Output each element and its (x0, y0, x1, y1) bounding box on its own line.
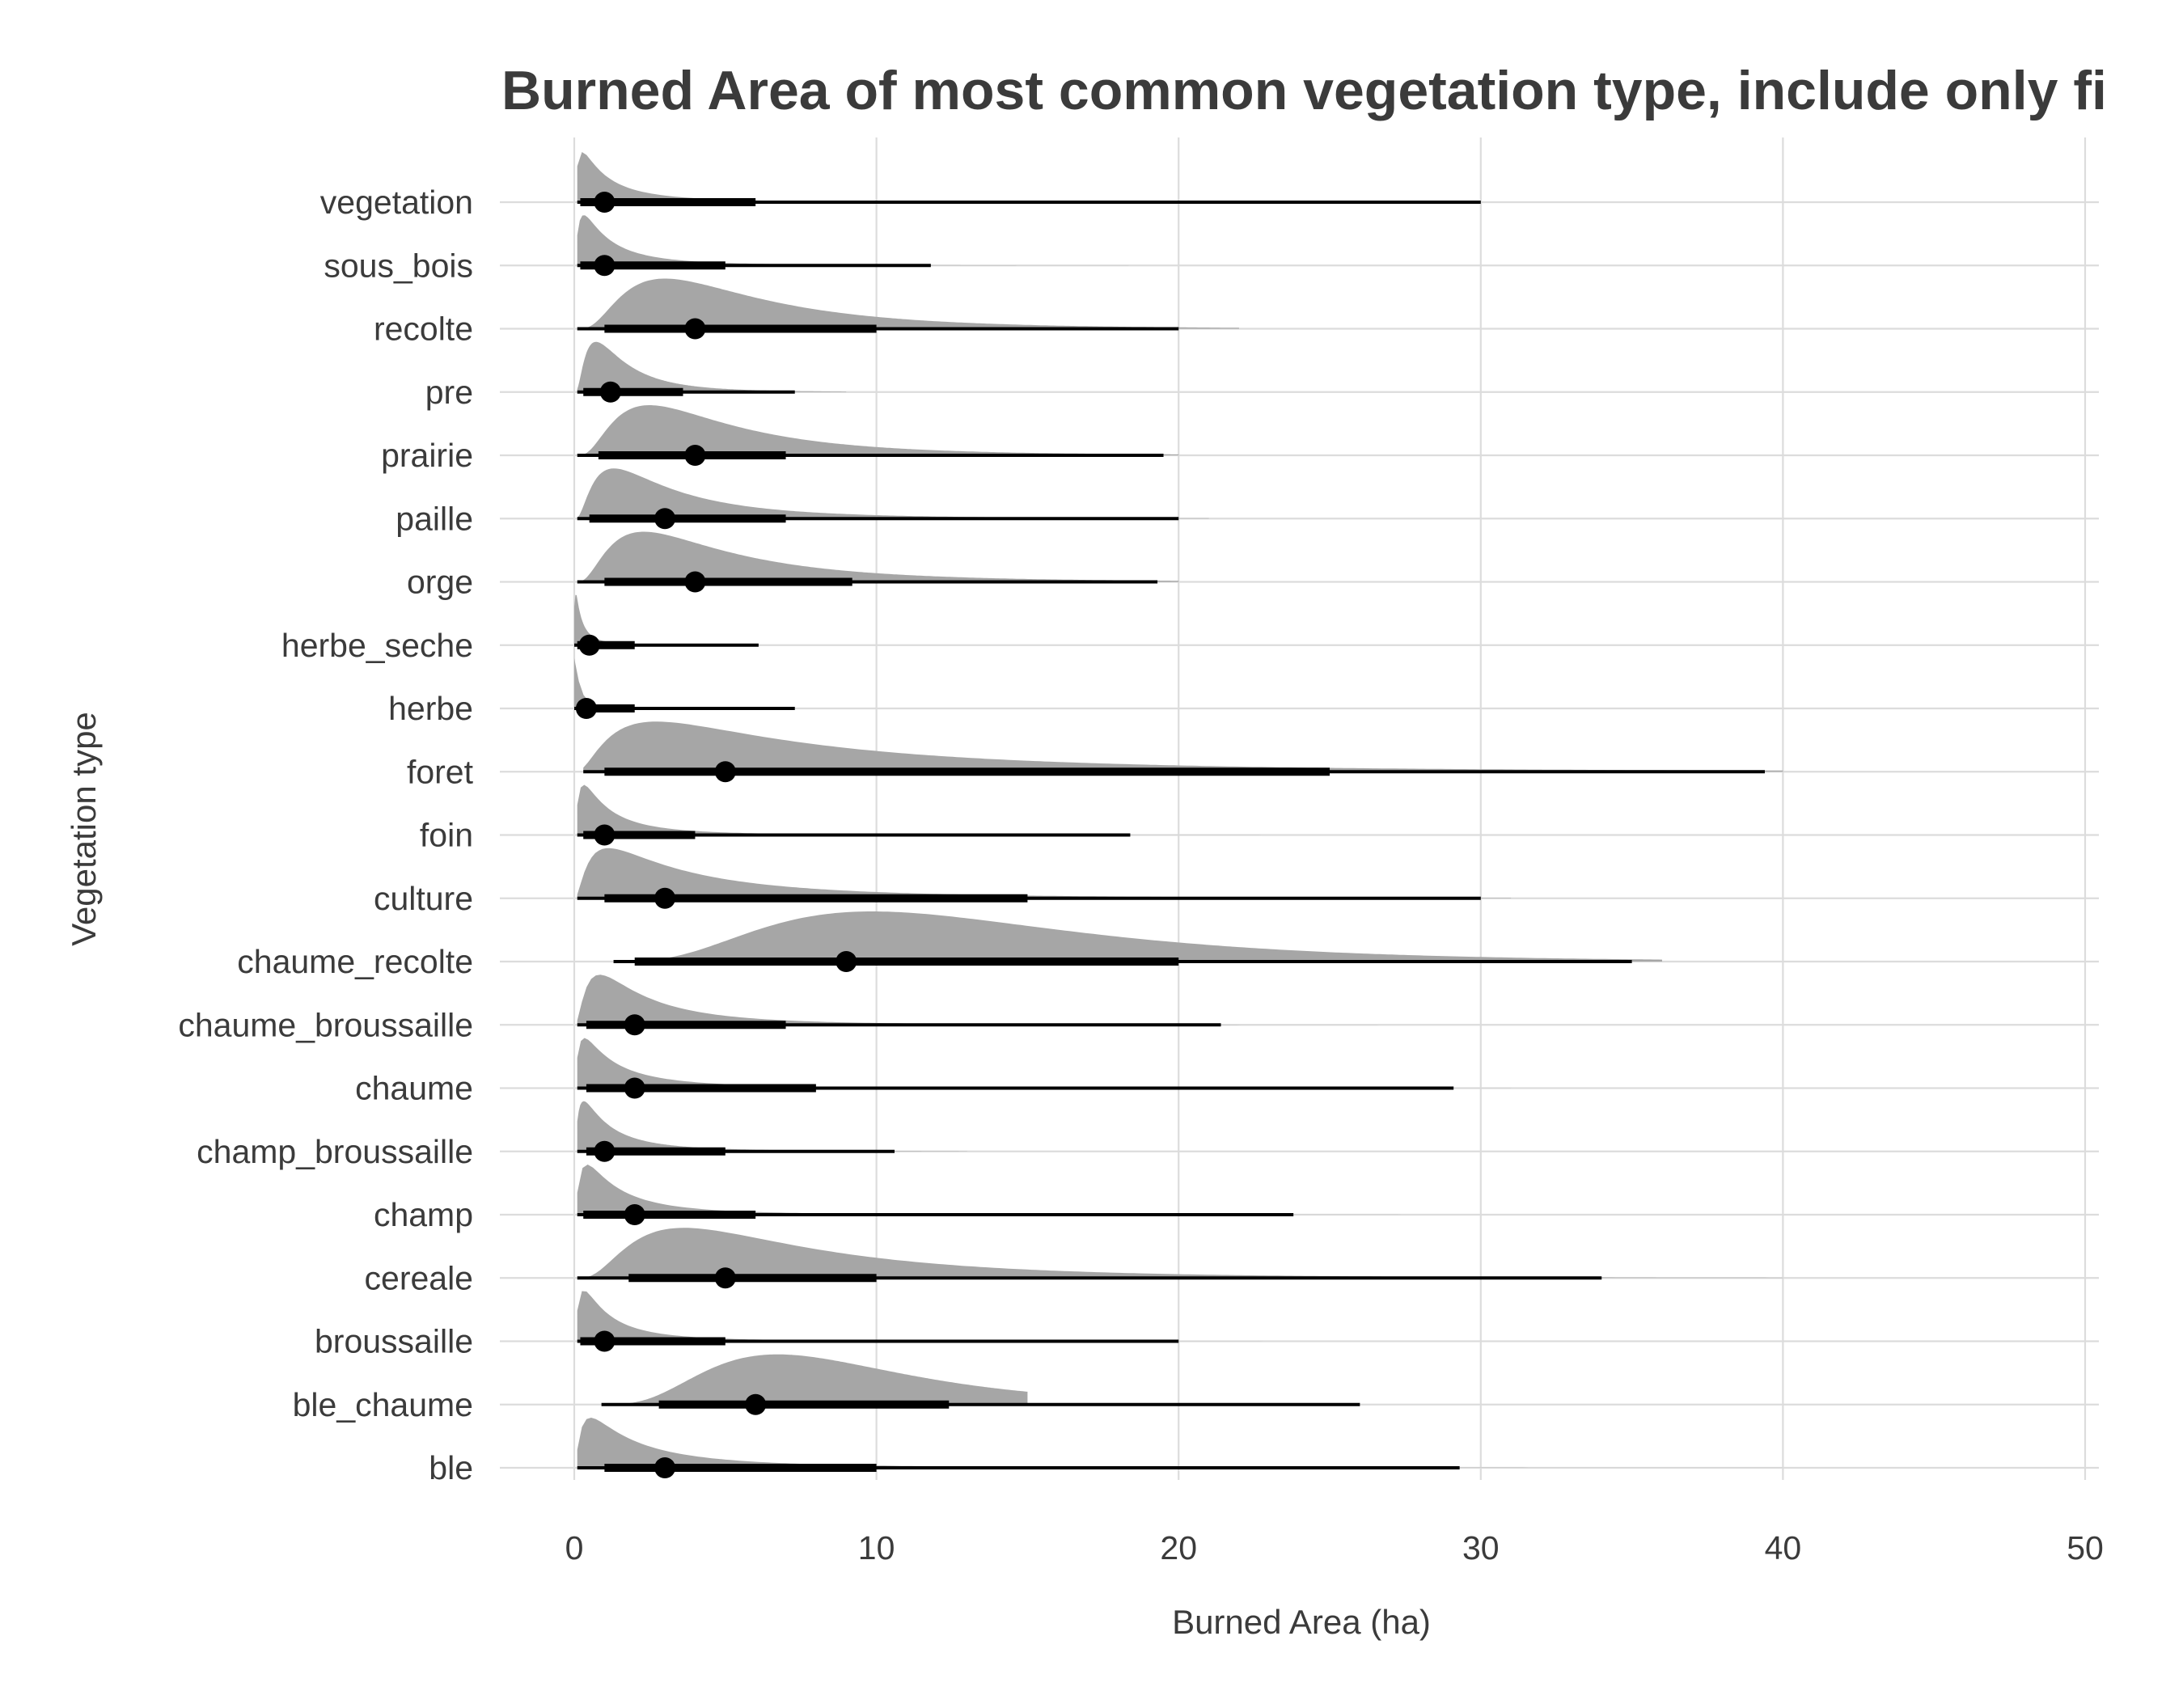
y-axis-label: Vegetation type (65, 712, 103, 946)
density-slab-chaume_broussaille (577, 974, 1783, 1025)
x-tick-label: 0 (565, 1529, 584, 1566)
point-estimate-foret (714, 761, 736, 783)
density-slab-culture (577, 848, 1512, 898)
x-axis-label: Burned Area (ha) (1172, 1603, 1431, 1641)
point-estimate-culture (654, 887, 676, 909)
y-tick-label: herbe (388, 690, 473, 727)
point-estimate-cereale (714, 1267, 736, 1289)
y-tick-labels: ble ble_chaume broussaille cereale champ cham… (178, 184, 473, 1486)
point-estimate-vegetation (594, 192, 616, 213)
point-estimate-foin (594, 824, 616, 846)
point-estimate-chaume_broussaille (624, 1014, 645, 1036)
x-tick-label: 20 (1160, 1529, 1197, 1566)
density-slab-foret (583, 721, 1783, 772)
point-estimate-broussaille (594, 1330, 616, 1352)
y-tick-label: foret (407, 753, 474, 790)
y-tick-label: chaume_recolte (237, 943, 473, 980)
point-estimate-orge (684, 571, 706, 593)
chart-title: Burned Area of most common vegetation ty… (501, 60, 2107, 121)
y-tick-label: culture (374, 880, 473, 917)
x-tick-label: 30 (1462, 1529, 1500, 1566)
y-tick-label: ble_chaume (293, 1386, 473, 1423)
y-tick-label: foin (420, 817, 473, 854)
density-slab-champ (577, 1165, 1935, 1215)
y-tick-label: ble (429, 1449, 473, 1486)
point-estimate-sous_bois (594, 255, 616, 277)
y-tick-label: vegetation (320, 184, 473, 221)
point-estimate-chaume (624, 1077, 645, 1099)
y-tick-label: broussaille (315, 1323, 473, 1360)
density-slab-sous_bois (577, 215, 1239, 266)
density-slab-foin (577, 784, 1481, 835)
point-estimate-paille (654, 508, 676, 530)
x-tick-label: 40 (1765, 1529, 1802, 1566)
y-tick-label: chaume_broussaille (178, 1006, 473, 1043)
y-tick-label: paille (396, 500, 473, 537)
y-tick-label: champ_broussaille (197, 1133, 473, 1170)
y-tick-label: sous_bois (324, 247, 473, 284)
y-tick-label: herbe_seche (281, 627, 473, 664)
y-tick-label: cereale (365, 1259, 473, 1296)
point-estimate-herbe (575, 698, 597, 719)
y-tick-label: champ (374, 1196, 473, 1233)
density-slab-ble_chaume (601, 1354, 1028, 1405)
density-slab-champ_broussaille (577, 1101, 967, 1152)
density-slab-ble (577, 1418, 1783, 1468)
density-slab-recolte (577, 278, 1239, 329)
x-tick-labels: 0 10 20 30 40 50 (565, 1529, 2104, 1566)
density-slab-herbe_seche (574, 594, 877, 645)
y-tick-label: orge (407, 564, 473, 601)
y-tick-label: prairie (381, 437, 473, 474)
point-estimate-ble (654, 1457, 676, 1478)
density-slab-broussaille (577, 1291, 1783, 1342)
point-estimate-pre (599, 381, 621, 403)
point-estimate-ble_chaume (745, 1393, 767, 1415)
y-tick-label: pre (425, 374, 473, 411)
y-tick-label: recolte (374, 311, 473, 348)
point-estimate-champ_broussaille (594, 1140, 616, 1162)
x-tick-label: 10 (858, 1529, 895, 1566)
interval-layer (574, 192, 1765, 1478)
point-estimate-prairie (684, 445, 706, 466)
density-slab-vegetation (577, 152, 1783, 202)
density-slab-chaume (577, 1038, 1512, 1089)
density-slab-prairie (577, 405, 1179, 455)
point-estimate-champ (624, 1204, 645, 1225)
density-slab-chaume_recolte (613, 911, 1662, 962)
x-tick-label: 50 (2067, 1529, 2104, 1566)
density-slab-cereale (577, 1228, 1783, 1279)
density-layer (574, 152, 1935, 1468)
y-tick-label: chaume (355, 1070, 473, 1107)
point-estimate-herbe_seche (578, 634, 600, 656)
density-slab-pre (577, 341, 847, 392)
density-slab-paille (577, 468, 1209, 519)
density-slab-orge (577, 531, 1179, 582)
point-estimate-chaume_recolte (836, 951, 857, 972)
point-estimate-recolte (684, 318, 706, 340)
